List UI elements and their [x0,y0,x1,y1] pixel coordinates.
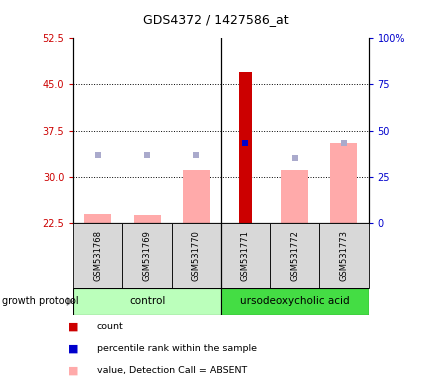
Polygon shape [67,297,74,306]
Text: control: control [129,296,165,306]
Text: GSM531770: GSM531770 [191,230,200,281]
Text: percentile rank within the sample: percentile rank within the sample [97,344,256,353]
Text: count: count [97,322,123,331]
Text: growth protocol: growth protocol [2,296,79,306]
Bar [182,170,209,223]
Bar [270,223,319,288]
Bar [330,143,356,223]
Bar [133,215,160,223]
Bar [319,223,368,288]
Text: ■: ■ [68,321,78,331]
Text: GSM531772: GSM531772 [289,230,298,281]
Text: value, Detection Call = ABSENT: value, Detection Call = ABSENT [97,366,247,375]
Text: ursodeoxycholic acid: ursodeoxycholic acid [240,296,349,306]
Text: ■: ■ [68,343,78,353]
Bar [73,223,122,288]
Text: GDS4372 / 1427586_at: GDS4372 / 1427586_at [142,13,288,26]
Text: GSM531768: GSM531768 [93,230,102,281]
Bar [122,223,171,288]
Bar [239,72,251,223]
Text: GSM531773: GSM531773 [338,230,347,281]
Bar [220,223,270,288]
Bar [84,214,111,223]
Bar [73,288,221,315]
Text: ■: ■ [68,365,78,375]
Text: GSM531769: GSM531769 [142,230,151,281]
Bar [280,170,307,223]
Bar [220,288,368,315]
Bar [171,223,220,288]
Text: GSM531771: GSM531771 [240,230,249,281]
